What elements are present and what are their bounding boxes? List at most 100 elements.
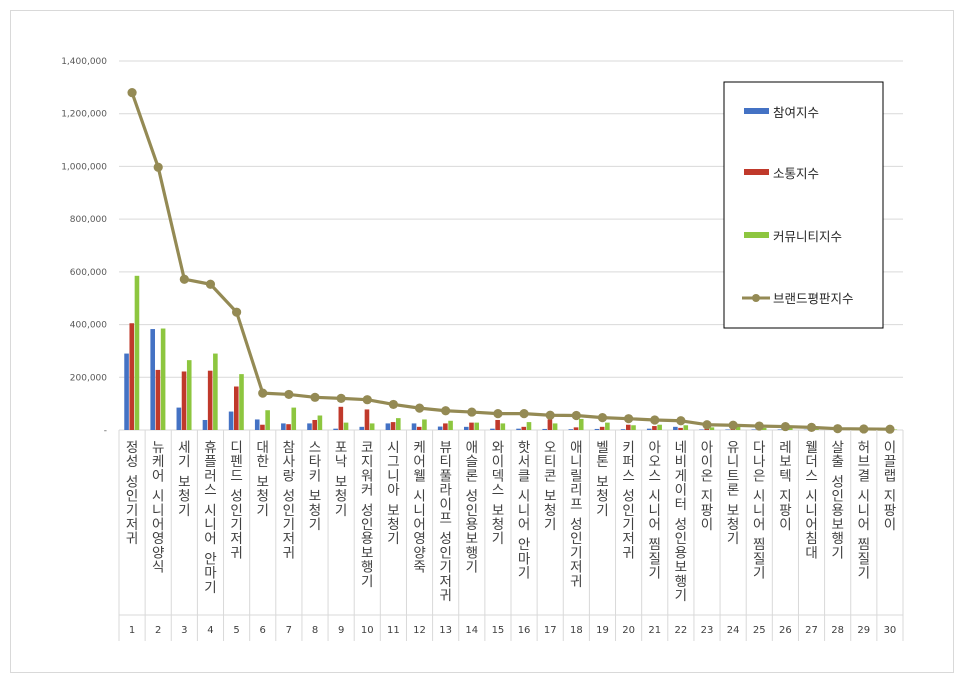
line-point	[571, 410, 581, 421]
y-tick-label: 1,400,000	[61, 57, 107, 67]
bar-참여지수	[307, 423, 312, 430]
rank-label: 3	[181, 625, 187, 636]
line-point	[284, 389, 294, 400]
chart-frame: - 200,000 400,000 600,000 800,000 1,000,000 1,…	[10, 10, 954, 673]
line-point	[388, 399, 398, 410]
rank-label: 22	[674, 625, 687, 636]
bar-커뮤니티지수	[761, 427, 767, 430]
bar-소통지수	[652, 426, 657, 430]
bar-참여지수	[464, 426, 469, 430]
bar-소통지수	[443, 423, 448, 430]
bar-소통지수	[573, 427, 579, 430]
rank-label: 10	[361, 625, 374, 636]
bar-series	[124, 275, 898, 430]
bar-참여지수	[202, 419, 208, 430]
bar-소통지수	[416, 426, 422, 430]
bar-소통지수	[234, 386, 239, 430]
bar-참여지수	[333, 428, 338, 430]
rank-label: 25	[753, 625, 766, 636]
legend-swatch	[744, 232, 769, 238]
bar-소통지수	[181, 371, 187, 430]
rank-label: 15	[492, 625, 505, 636]
bar-커뮤니티지수	[474, 422, 479, 430]
rank-label: 23	[701, 625, 714, 636]
y-tick-label: 800,000	[70, 215, 107, 225]
bar-소통지수	[364, 409, 370, 430]
y-tick-label: -	[104, 426, 107, 436]
rank-label: 1	[129, 625, 135, 636]
line-point	[153, 162, 163, 172]
bar-참여지수	[150, 329, 155, 430]
bar-커뮤니티지수	[448, 420, 453, 430]
bar-참여지수	[254, 419, 260, 430]
rank-label: 5	[233, 625, 239, 636]
bar-소통지수	[678, 427, 683, 430]
bar-커뮤니티지수	[605, 422, 610, 430]
bar-소통지수	[155, 369, 161, 430]
legend-swatch	[744, 108, 769, 114]
line-point	[258, 388, 268, 398]
bar-소통지수	[207, 370, 213, 430]
y-tick-label: 1,000,000	[61, 162, 107, 172]
rank-label: 30	[884, 625, 897, 636]
line-point	[362, 395, 372, 405]
line-point	[806, 422, 817, 432]
gridlines	[119, 60, 903, 431]
rank-label: 2	[155, 625, 161, 636]
bar-참여지수	[777, 429, 783, 430]
line-point	[624, 414, 634, 424]
rank-label: 20	[622, 625, 635, 636]
legend-marker	[752, 294, 760, 302]
bar-참여지수	[646, 428, 652, 430]
rank-label: 18	[570, 625, 583, 636]
line-point	[179, 274, 189, 284]
rank-label: 12	[413, 625, 426, 636]
rank-label: 7	[286, 625, 292, 636]
line-point	[833, 424, 843, 434]
line-point	[519, 409, 529, 419]
bar-커뮤니티지수	[709, 427, 715, 430]
bar-참여지수	[359, 426, 365, 430]
bar-참여지수	[673, 426, 678, 430]
legend-box	[723, 81, 884, 329]
y-tick-label: 1,200,000	[61, 110, 107, 120]
rank-label: 8	[312, 625, 318, 636]
bar-참여지수	[490, 428, 495, 430]
bar-커뮤니티지수	[788, 427, 793, 430]
line-series	[127, 88, 895, 434]
rank-label: 19	[596, 625, 609, 636]
bar-커뮤니티지수	[343, 422, 349, 430]
bar-참여지수	[437, 426, 443, 430]
legend-label: 소통지수	[773, 166, 819, 181]
line-point	[127, 88, 137, 98]
bar-커뮤니티지수	[552, 423, 558, 430]
line-point	[728, 420, 738, 430]
bar-소통지수	[599, 426, 605, 430]
bar-커뮤니티지수	[369, 423, 375, 430]
line-point	[493, 409, 503, 419]
bar-참여지수	[699, 429, 704, 430]
bar-커뮤니티지수	[134, 275, 140, 430]
bar-커뮤니티지수	[186, 360, 192, 430]
rank-label: 17	[544, 625, 557, 636]
bar-참여지수	[124, 353, 129, 430]
